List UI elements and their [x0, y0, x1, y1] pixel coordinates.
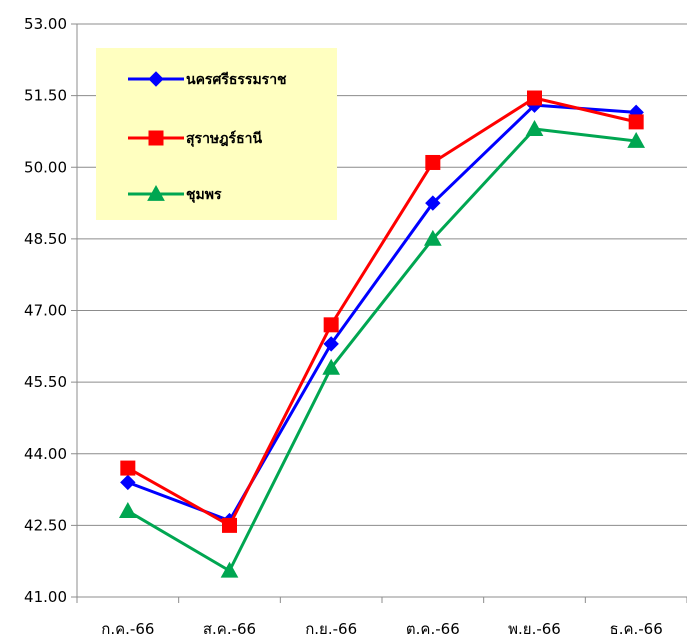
- legend-box: [96, 48, 337, 220]
- y-tick-label: 41.00: [24, 588, 67, 606]
- data-point: [323, 317, 339, 333]
- y-tick-label: 45.50: [24, 373, 67, 391]
- legend-label: สุราษฎร์ธานี: [186, 130, 262, 147]
- legend-label: นครศรีธรรมราช: [186, 72, 287, 88]
- data-point: [628, 114, 644, 130]
- x-tick-label: ส.ค.-66: [203, 620, 256, 638]
- data-point: [425, 154, 441, 170]
- legend-marker: [147, 184, 165, 201]
- x-tick-label: ต.ค.-66: [406, 620, 460, 638]
- x-tick-label: ธ.ค.-66: [610, 620, 663, 638]
- data-point: [120, 460, 136, 476]
- series-line: [127, 127, 637, 573]
- y-tick-label: 51.50: [24, 87, 67, 105]
- data-point: [120, 474, 136, 491]
- legend-entry: ชุมพร: [128, 184, 222, 203]
- y-tick-labels: 41.00 42.50 44.00 45.50 47.00 48.50 50.00 51.50…: [24, 15, 67, 606]
- data-point: [322, 358, 341, 375]
- axes: [71, 23, 687, 603]
- y-tick-label: 44.00: [24, 445, 67, 463]
- y-tick-label: 47.00: [24, 302, 67, 320]
- series-layer: [118, 90, 646, 578]
- legend-entry: นครศรีธรรมราช: [128, 71, 287, 88]
- legend-marker: [148, 71, 164, 87]
- series-2: [120, 90, 644, 533]
- x-tick-label: ก.ย.-66: [305, 620, 357, 638]
- data-point: [423, 229, 442, 246]
- series-3: [118, 120, 646, 578]
- data-point: [323, 336, 339, 352]
- y-tick-label: 50.00: [24, 158, 67, 176]
- legend-entry: สุราษฎร์ธานี: [128, 130, 262, 147]
- data-point: [118, 502, 137, 518]
- x-tick-label: พ.ย.-66: [508, 620, 561, 638]
- data-point: [627, 131, 646, 148]
- x-tick-labels: ก.ค.-66 ส.ค.-66 ก.ย.-66 ต.ค.-66 พ.ย.-66 ธ.ค.-…: [101, 620, 663, 638]
- y-tick-label: 42.50: [24, 516, 67, 534]
- y-tick-label: 48.50: [24, 230, 67, 248]
- y-tick-label: 53.00: [24, 15, 67, 33]
- data-point: [220, 561, 239, 578]
- data-point: [525, 120, 544, 136]
- legend-marker: [148, 130, 164, 146]
- data-point: [425, 195, 441, 211]
- series-line: [127, 96, 637, 527]
- data-point: [222, 517, 237, 533]
- x-tick-label: ก.ค.-66: [101, 620, 154, 638]
- data-point: [527, 90, 542, 106]
- legend-label: ชุมพร: [186, 187, 222, 203]
